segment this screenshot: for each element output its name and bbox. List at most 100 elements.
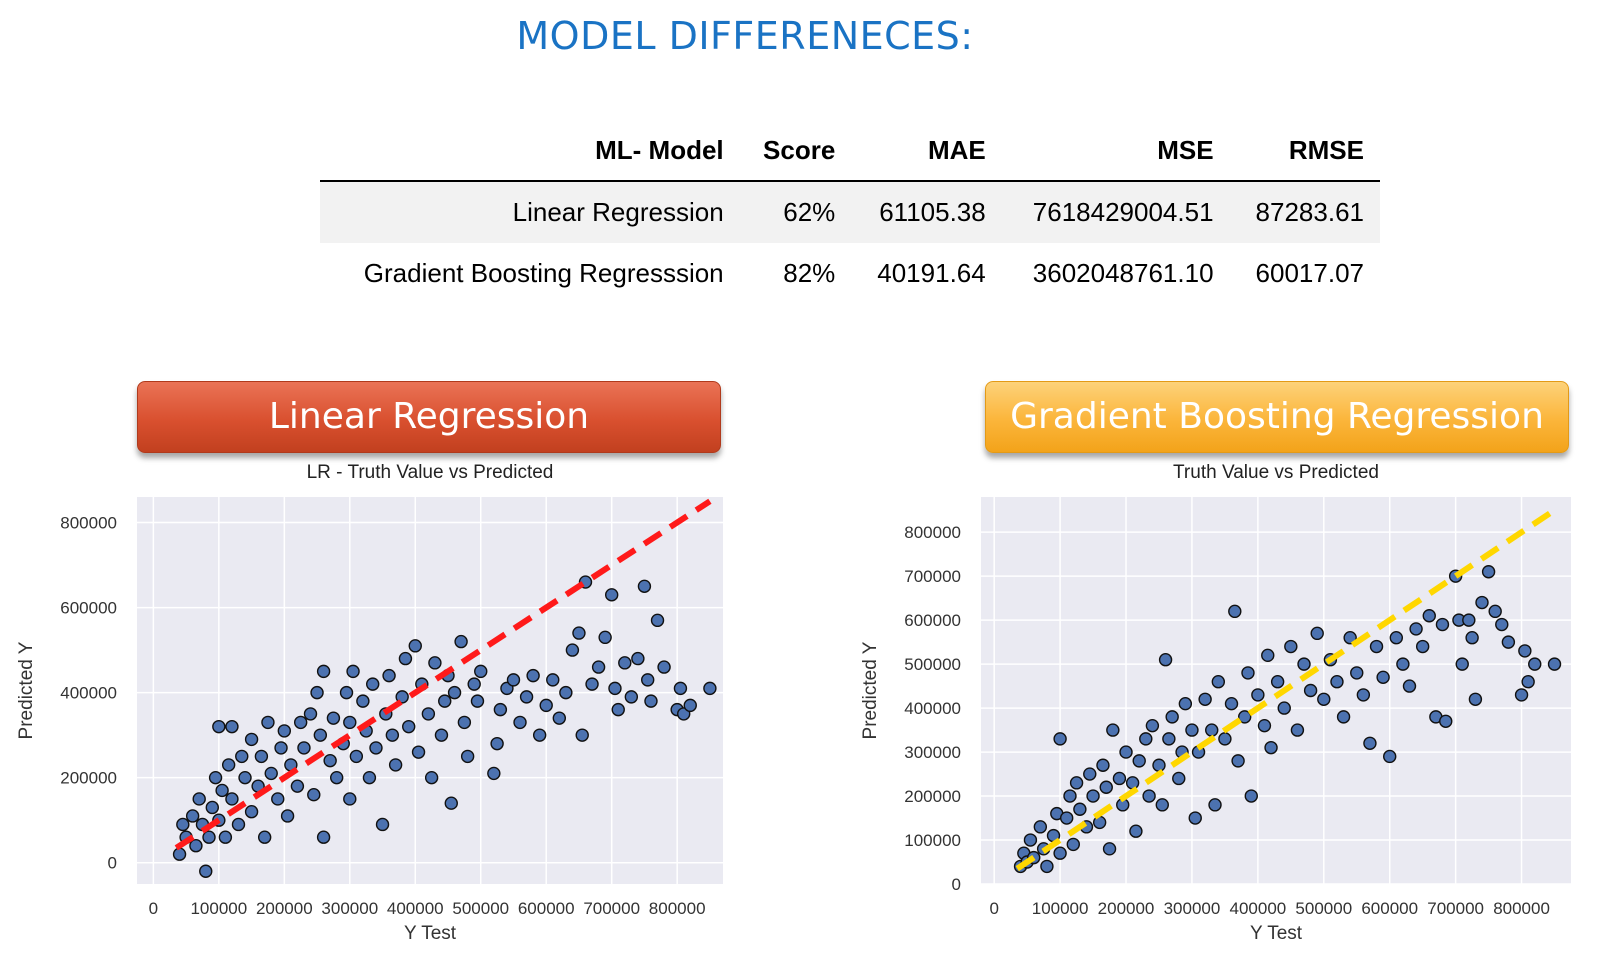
lr-point bbox=[215, 783, 229, 798]
lr-point bbox=[310, 685, 324, 700]
lr-point bbox=[598, 630, 612, 645]
lr-x-tick-label: 200000 bbox=[256, 899, 313, 918]
lr-point bbox=[303, 707, 318, 721]
linear-regression-banner: Linear Regression bbox=[137, 381, 721, 453]
lr-y-tick-label: 0 bbox=[108, 854, 117, 873]
lr-point bbox=[264, 766, 278, 781]
header-mae: MAE bbox=[851, 135, 1002, 182]
lr-point bbox=[631, 651, 645, 666]
lr-point bbox=[202, 830, 216, 844]
cell-score: 82% bbox=[783, 258, 836, 288]
lr-point bbox=[398, 651, 413, 666]
lr-point bbox=[618, 656, 632, 670]
header-mse: MSE bbox=[1001, 135, 1230, 182]
lr-point bbox=[329, 770, 344, 785]
lr-point bbox=[225, 792, 239, 806]
table-row: Gradient Boosting Regresssion 82% 40191.… bbox=[320, 243, 1380, 304]
lr-point bbox=[604, 588, 619, 602]
lr-point bbox=[467, 677, 481, 691]
gradient-boosting-banner: Gradient Boosting Regression bbox=[985, 381, 1569, 453]
lr-x-tick-label: 0 bbox=[149, 899, 158, 918]
lr-point bbox=[490, 736, 504, 751]
lr-point bbox=[388, 758, 403, 772]
lr-y-tick-label: 200000 bbox=[60, 769, 117, 788]
lr-point bbox=[366, 677, 380, 691]
lr-y-tick-label: 800000 bbox=[60, 514, 117, 533]
lr-point bbox=[506, 673, 521, 687]
lr-point bbox=[526, 668, 540, 683]
lr-point bbox=[235, 749, 249, 764]
lr-point bbox=[199, 864, 213, 878]
lr-x-axis-label: Y Test bbox=[404, 923, 457, 944]
cell-mse: 7618429004.51 bbox=[1001, 181, 1230, 243]
lr-point bbox=[474, 664, 488, 679]
lr-point bbox=[244, 732, 259, 747]
lr-point bbox=[585, 677, 599, 691]
lr-point bbox=[293, 715, 308, 730]
lr-point bbox=[657, 660, 671, 674]
lr-x-tick-label: 700000 bbox=[583, 899, 640, 918]
lr-point bbox=[316, 664, 331, 679]
cell-model: Gradient Boosting Regresssion bbox=[363, 258, 724, 288]
lr-point bbox=[447, 685, 462, 700]
lr-point bbox=[316, 830, 331, 844]
lr-point bbox=[460, 749, 475, 764]
lr-point bbox=[408, 639, 422, 653]
lr-point bbox=[218, 830, 233, 844]
lr-point bbox=[343, 792, 357, 806]
lr-point bbox=[402, 719, 416, 734]
lr-point bbox=[519, 690, 534, 704]
cell-rmse: 87283.61 bbox=[1229, 181, 1380, 243]
lr-x-tick-label: 400000 bbox=[387, 899, 444, 918]
lr-point bbox=[257, 830, 272, 844]
lr-point bbox=[608, 681, 622, 696]
lr-point bbox=[546, 673, 560, 687]
lr-point bbox=[532, 728, 547, 742]
cell-rmse: 60017.07 bbox=[1255, 258, 1364, 288]
lr-point bbox=[375, 817, 390, 832]
table-row: Linear Regression 62% 61105.38 761842900… bbox=[320, 181, 1380, 243]
lr-point bbox=[323, 753, 337, 768]
lr-point bbox=[290, 779, 305, 793]
lr-point bbox=[274, 741, 288, 755]
lr-reference-line bbox=[174, 498, 712, 851]
lr-point bbox=[343, 715, 357, 730]
lr-point bbox=[565, 643, 580, 657]
lr-point bbox=[326, 711, 341, 725]
cell-mae: 61105.38 bbox=[851, 181, 1002, 243]
lr-point bbox=[225, 719, 239, 734]
lr-y-axis-label: Predicted Y bbox=[16, 641, 37, 739]
lr-y-tick-label: 600000 bbox=[60, 599, 117, 618]
header-score: Score bbox=[739, 135, 852, 182]
lr-point bbox=[356, 694, 370, 708]
lr-point bbox=[513, 715, 527, 730]
lr-point bbox=[244, 805, 259, 819]
lr-point bbox=[192, 792, 206, 806]
header-rmse: RMSE bbox=[1229, 135, 1380, 182]
lr-point bbox=[185, 809, 200, 823]
lr-point bbox=[575, 728, 589, 742]
lr-point bbox=[271, 792, 285, 806]
lr-point bbox=[212, 719, 226, 734]
lr-point bbox=[238, 770, 252, 785]
lr-point bbox=[559, 685, 573, 700]
lr-x-tick-label: 100000 bbox=[190, 899, 247, 918]
lr-point bbox=[362, 770, 377, 785]
lr-point bbox=[444, 796, 458, 810]
lr-point bbox=[438, 694, 452, 708]
lr-point bbox=[650, 613, 665, 628]
lr-plot-area bbox=[137, 497, 723, 884]
lr-point bbox=[385, 728, 400, 742]
lr-point bbox=[172, 847, 187, 861]
cell-score: 62% bbox=[739, 181, 852, 243]
lr-x-tick-label: 500000 bbox=[452, 899, 509, 918]
lr-point bbox=[421, 707, 436, 721]
cell-model: Linear Regression bbox=[320, 181, 740, 243]
lr-point bbox=[493, 702, 508, 717]
table-header-row: ML- Model Score MAE MSE RMSE bbox=[320, 135, 1380, 182]
lr-point bbox=[611, 702, 625, 717]
lr-point bbox=[552, 711, 567, 725]
lr-y-tick-label: 400000 bbox=[60, 684, 117, 703]
lr-x-tick-label: 800000 bbox=[649, 899, 706, 918]
